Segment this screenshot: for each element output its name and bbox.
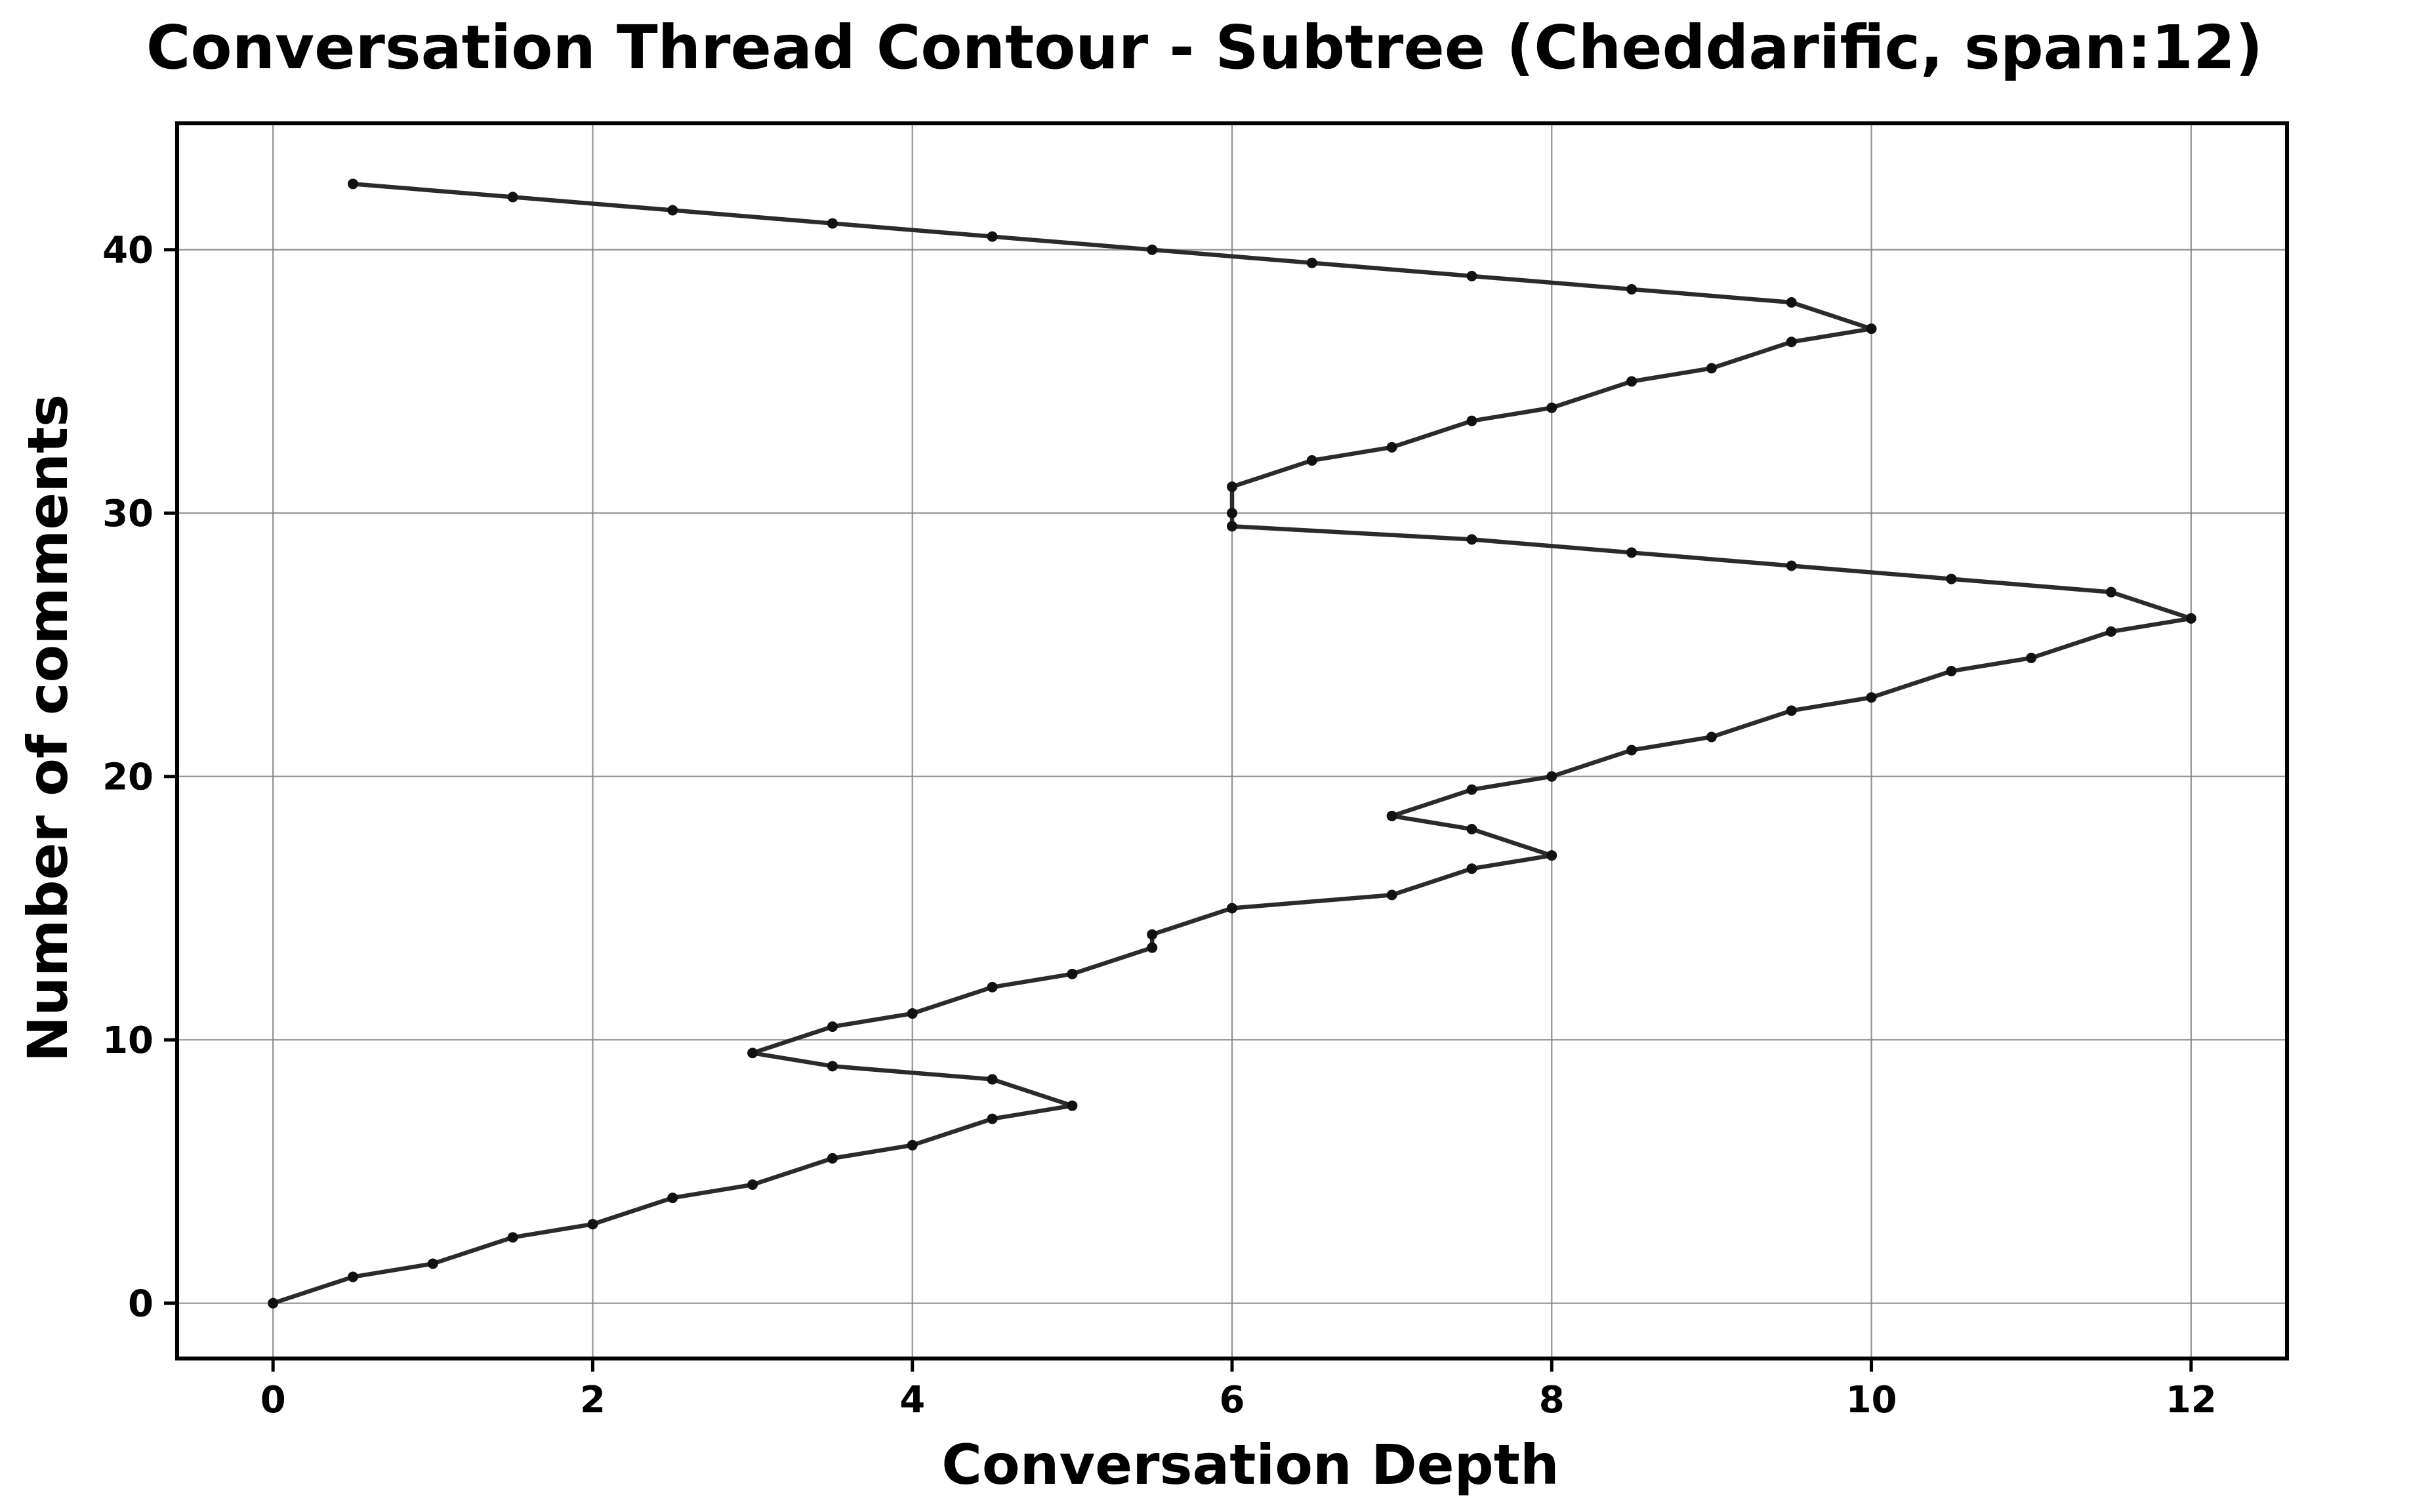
data-point	[1147, 942, 1158, 953]
data-point	[1786, 337, 1797, 348]
data-point	[587, 1219, 598, 1230]
data-point	[1227, 481, 1237, 493]
data-point	[747, 1179, 758, 1191]
data-point	[907, 1139, 918, 1151]
y-tick-label: 40	[102, 230, 154, 272]
data-point	[667, 205, 678, 216]
data-point	[348, 178, 358, 190]
series-line	[270, 182, 2194, 1305]
data-point	[1466, 415, 1477, 426]
x-axis-label: Conversation Depth	[941, 1433, 1559, 1497]
data-point	[1466, 270, 1477, 281]
data-point	[1227, 903, 1237, 914]
data-point	[1466, 784, 1477, 795]
data-point	[987, 231, 998, 242]
data-point	[427, 1258, 438, 1269]
data-point	[1866, 323, 1877, 335]
x-tick-label: 4	[899, 1379, 925, 1421]
data-point	[507, 1232, 518, 1243]
data-point	[1306, 257, 1317, 268]
data-point	[1786, 560, 1797, 571]
data-point	[1147, 244, 1158, 255]
data-point	[1466, 824, 1477, 834]
data-point	[1227, 508, 1237, 519]
data-point	[2106, 626, 2116, 637]
data-point	[907, 1008, 918, 1019]
data-point	[1786, 297, 1797, 308]
data-point	[1067, 1100, 1078, 1111]
data-point	[1466, 534, 1477, 545]
y-tick-label: 10	[102, 1019, 154, 1062]
y-tick-label: 20	[102, 756, 154, 799]
data-point	[2026, 653, 2037, 664]
data-point	[827, 1061, 838, 1072]
data-point	[1626, 745, 1637, 756]
x-tick-label: 8	[1539, 1379, 1565, 1421]
y-tick-label: 0	[128, 1283, 154, 1326]
data-point	[1306, 455, 1317, 466]
data-point	[2185, 613, 2196, 624]
data-point	[2106, 586, 2116, 598]
data-point	[1466, 863, 1477, 874]
data-point	[1386, 889, 1397, 901]
data-point	[667, 1193, 678, 1204]
points-layer	[268, 178, 2196, 1309]
data-point	[1626, 283, 1637, 295]
y-axis-label: Number of comments	[16, 394, 80, 1062]
chart-title: Conversation Thread Contour - Subtree (C…	[146, 12, 2263, 83]
data-point	[1786, 705, 1797, 716]
data-point	[987, 1113, 998, 1124]
y-axis-ticks: 0 10 20 30 40	[102, 230, 177, 1326]
data-point	[1386, 810, 1397, 821]
data-point	[827, 218, 838, 229]
y-tick-label: 30	[102, 493, 154, 535]
data-point	[1866, 692, 1877, 703]
data-point	[987, 981, 998, 992]
data-point	[1227, 521, 1237, 532]
data-point	[348, 1271, 358, 1282]
data-point	[827, 1021, 838, 1032]
data-point	[1626, 376, 1637, 387]
data-point	[1546, 850, 1557, 861]
x-tick-label: 0	[260, 1379, 286, 1421]
data-point	[1706, 363, 1717, 374]
x-tick-label: 2	[580, 1379, 606, 1421]
data-point	[747, 1048, 758, 1059]
x-axis-ticks: 0 2 4 6 8 10 12	[260, 1359, 2217, 1421]
x-tick-label: 6	[1220, 1379, 1245, 1421]
data-point	[1946, 666, 1957, 677]
data-point	[1546, 402, 1557, 413]
x-tick-label: 10	[1846, 1379, 1897, 1421]
x-tick-label: 12	[2166, 1379, 2217, 1421]
data-point	[1067, 968, 1078, 979]
data-point	[1626, 547, 1637, 558]
data-point	[1946, 573, 1957, 584]
data-point	[987, 1074, 998, 1085]
data-point	[1386, 441, 1397, 453]
data-point	[268, 1297, 279, 1309]
series-layer	[270, 182, 2194, 1305]
data-point	[827, 1153, 838, 1164]
data-point	[1706, 731, 1717, 743]
data-point	[1147, 929, 1158, 940]
data-point	[507, 192, 518, 203]
data-point	[1546, 771, 1557, 782]
